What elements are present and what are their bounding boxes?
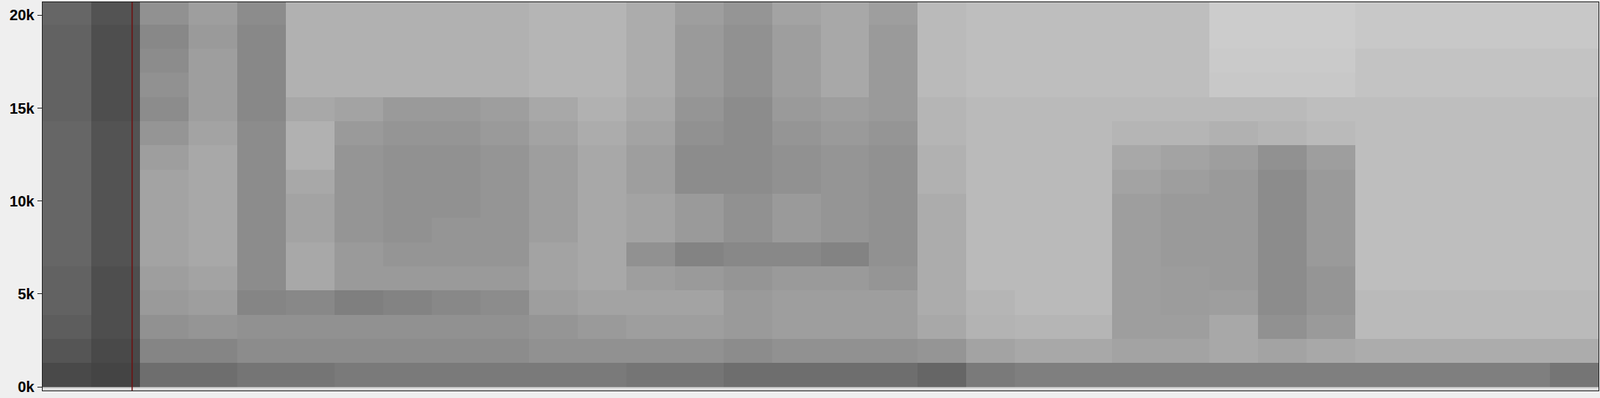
svg-text:0k: 0k bbox=[17, 378, 36, 396]
svg-text:10k: 10k bbox=[9, 193, 36, 210]
svg-text:5k: 5k bbox=[17, 285, 36, 303]
svg-text:15k: 15k bbox=[9, 100, 36, 117]
svg-text:20k: 20k bbox=[9, 6, 36, 24]
